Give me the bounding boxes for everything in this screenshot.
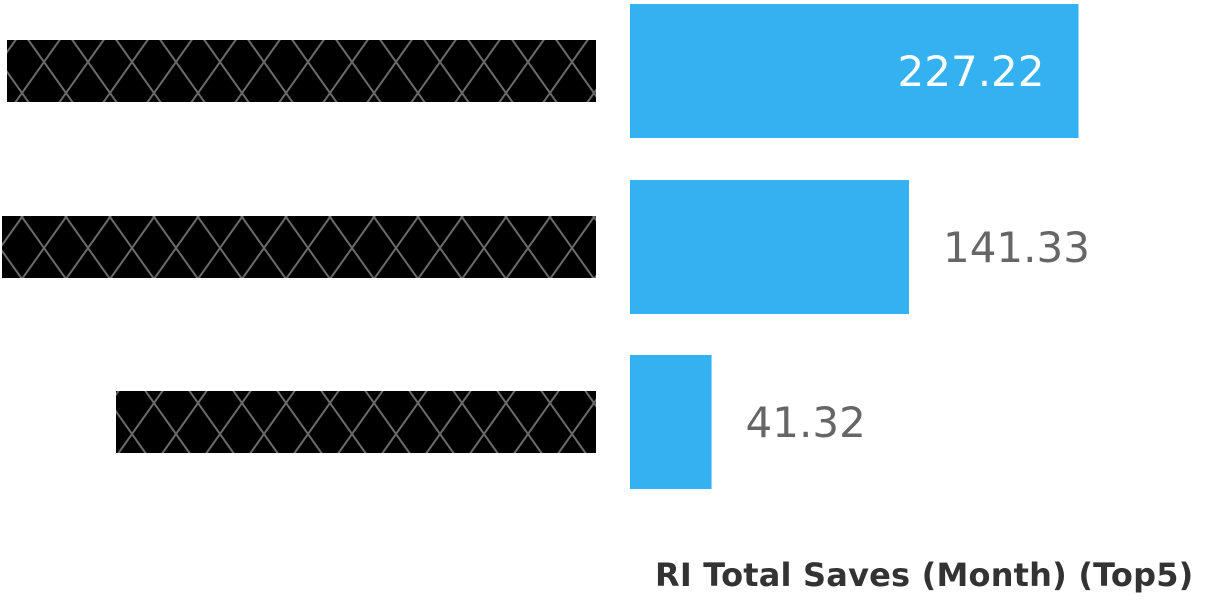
data-label-2: 141.33 — [943, 223, 1090, 272]
x-axis-title: RI Total Saves (Month) (Top5) — [655, 556, 1194, 594]
data-label-1: 227.22 — [898, 47, 1045, 96]
bar-1[interactable] — [630, 4, 1079, 138]
bar-2[interactable] — [630, 180, 909, 314]
bar-3[interactable] — [630, 355, 712, 489]
data-label-3: 41.32 — [746, 398, 866, 447]
redacted-category-label — [7, 40, 596, 102]
redacted-category-label — [2, 216, 596, 278]
redacted-category-label — [116, 391, 596, 453]
